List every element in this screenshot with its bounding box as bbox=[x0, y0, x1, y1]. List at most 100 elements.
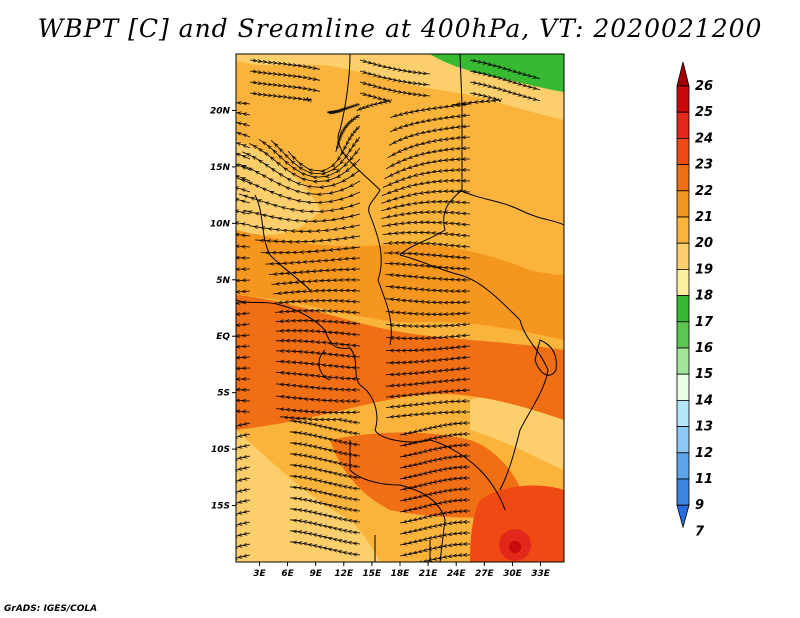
streamline bbox=[275, 396, 361, 401]
colorbar-swatch bbox=[676, 399, 690, 427]
streamline bbox=[236, 103, 251, 106]
streamline bbox=[359, 82, 431, 96]
lat-tick-label: 20N bbox=[210, 106, 231, 116]
streamline bbox=[328, 104, 361, 112]
streamline bbox=[238, 193, 361, 212]
colorbar-swatch bbox=[676, 268, 690, 296]
streamline bbox=[385, 390, 471, 397]
streamline bbox=[236, 500, 251, 511]
streamline bbox=[385, 324, 471, 326]
colorbar-label: 13 bbox=[695, 420, 713, 435]
colorbar-label: 22 bbox=[695, 184, 713, 199]
colorbar-swatch bbox=[676, 164, 690, 192]
streamline bbox=[249, 225, 361, 231]
chart-title: WBPT [C] and Sreamline at 400hPa, VT: 20… bbox=[37, 14, 763, 43]
streamline bbox=[236, 445, 251, 456]
colorbar-swatch bbox=[676, 452, 690, 480]
streamline bbox=[382, 233, 471, 237]
colorbar-swatch bbox=[676, 478, 690, 506]
streamline bbox=[275, 384, 361, 390]
streamline bbox=[276, 351, 361, 357]
streamline bbox=[275, 321, 361, 324]
streamline bbox=[385, 275, 471, 281]
wbpt-field-19d bbox=[470, 395, 564, 470]
longitude-axis: 3E 6E 9E 12E 15E 18E 21E 24E 27E 30E 33E bbox=[253, 562, 551, 579]
colorbar: 26 25 24 23 22 21 20 19 18 17 16 15 14 13 12 11 9 7 bbox=[676, 61, 714, 539]
colorbar-top-arrow bbox=[676, 61, 690, 87]
streamline bbox=[385, 312, 471, 315]
streamline bbox=[236, 533, 251, 544]
streamline bbox=[236, 544, 251, 555]
streamline bbox=[236, 489, 251, 500]
streamline bbox=[384, 263, 471, 269]
streamline bbox=[236, 456, 251, 467]
colorbar-label: 19 bbox=[695, 262, 713, 277]
streamline bbox=[236, 522, 251, 533]
streamline bbox=[236, 139, 251, 149]
lon-tick-label: 12E bbox=[334, 569, 354, 579]
lat-tick-label: 5N bbox=[216, 276, 230, 286]
streamline bbox=[380, 202, 471, 212]
streamline bbox=[384, 253, 471, 258]
streamline bbox=[275, 341, 361, 346]
lon-tick-label: 30E bbox=[503, 569, 523, 579]
lon-tick-label: 18E bbox=[391, 569, 411, 579]
colorbar-swatch bbox=[676, 242, 690, 270]
map-panel bbox=[236, 54, 564, 562]
streamline bbox=[265, 258, 361, 264]
streamline bbox=[236, 121, 251, 126]
streamline bbox=[275, 331, 361, 335]
lat-tick-label: 5S bbox=[217, 389, 230, 399]
colorbar-swatch bbox=[676, 321, 690, 349]
streamline bbox=[249, 60, 321, 69]
streamline bbox=[249, 71, 321, 80]
streamline bbox=[385, 335, 471, 338]
streamline bbox=[275, 311, 361, 313]
streamline bbox=[249, 82, 321, 91]
colorbar-swatch bbox=[676, 85, 690, 113]
streamlines bbox=[236, 60, 541, 562]
lon-tick-label: 9E bbox=[309, 569, 322, 579]
streamline bbox=[275, 409, 361, 413]
colorbar-swatch bbox=[676, 426, 690, 454]
colorbar-swatch bbox=[676, 216, 690, 244]
colorbar-label: 25 bbox=[695, 105, 713, 120]
streamline bbox=[385, 379, 471, 386]
streamline bbox=[381, 191, 471, 204]
streamline bbox=[268, 269, 361, 275]
country-borders bbox=[236, 54, 564, 562]
streamline bbox=[249, 93, 313, 100]
colorbar-label: 21 bbox=[695, 210, 713, 225]
lon-tick-label: 6E bbox=[281, 569, 294, 579]
colorbar-label: 24 bbox=[695, 131, 713, 146]
colorbar-label: 9 bbox=[695, 498, 704, 513]
streamline bbox=[236, 130, 251, 138]
streamline bbox=[236, 434, 251, 445]
streamline bbox=[356, 93, 391, 111]
colorbar-swatch bbox=[676, 295, 690, 323]
wbpt-field-23 bbox=[470, 485, 564, 562]
lon-tick-label: 33E bbox=[531, 569, 551, 579]
credit-text: GrADS: IGES/COLA bbox=[4, 604, 98, 614]
colorbar-label: 15 bbox=[695, 367, 713, 382]
streamline bbox=[271, 280, 361, 285]
colorbar-swatch bbox=[676, 111, 690, 139]
streamline bbox=[385, 412, 470, 418]
colorbar-label: 20 bbox=[695, 236, 713, 251]
streamline bbox=[236, 112, 251, 115]
lat-tick-label: 15S bbox=[211, 502, 230, 512]
colorbar-label: 26 bbox=[695, 79, 713, 94]
streamline bbox=[385, 368, 471, 375]
lon-tick-label: 15E bbox=[363, 569, 383, 579]
streamline bbox=[275, 361, 361, 368]
streamline bbox=[385, 299, 471, 303]
wbpt-field-25 bbox=[509, 541, 521, 553]
streamline bbox=[469, 82, 541, 102]
colorbar-bottom-arrow bbox=[676, 504, 690, 529]
colorbar-label: 23 bbox=[695, 158, 713, 173]
colorbar-label: 12 bbox=[695, 446, 713, 461]
lat-tick-label: 10N bbox=[210, 219, 231, 229]
colorbar-label: 11 bbox=[695, 472, 713, 487]
streamline bbox=[385, 286, 471, 291]
